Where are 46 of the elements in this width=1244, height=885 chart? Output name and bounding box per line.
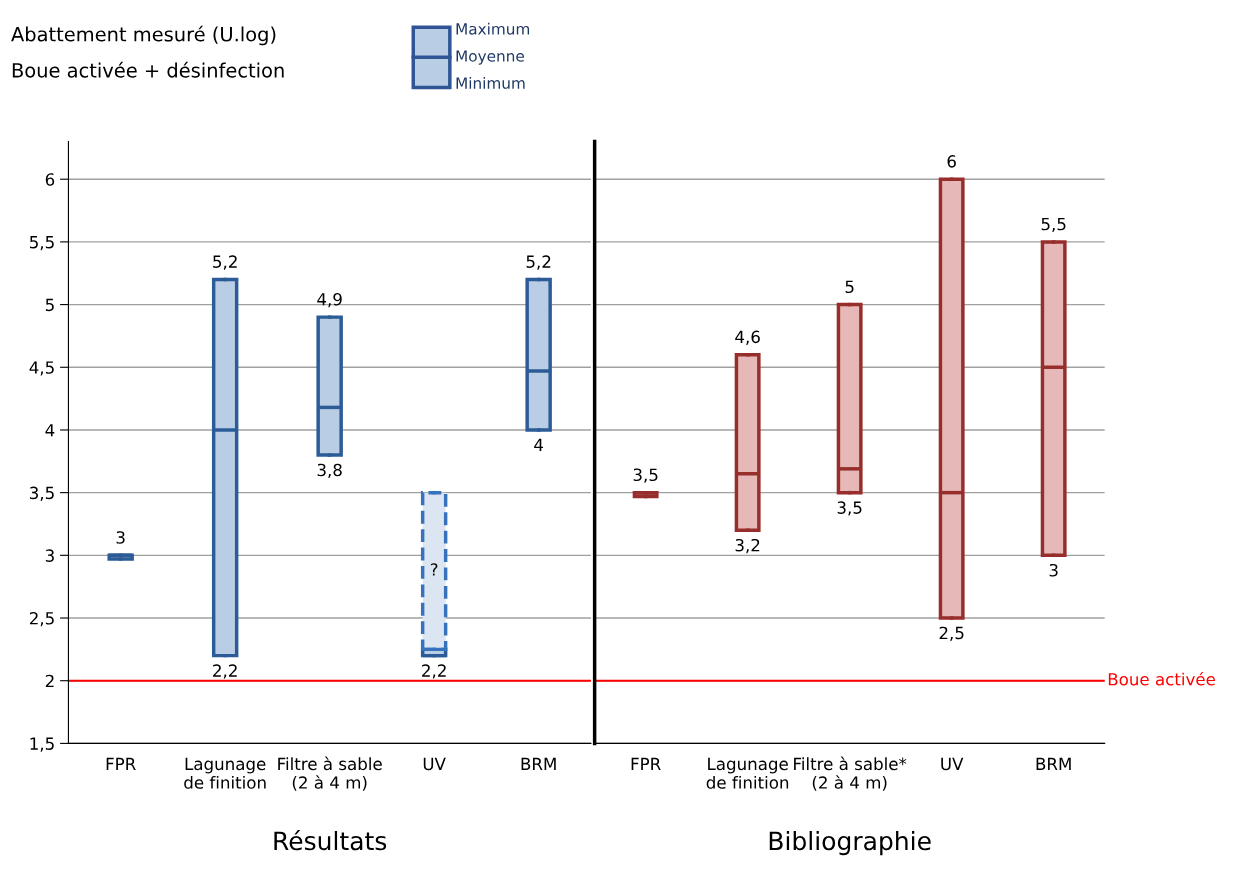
y-tick-label: 5 bbox=[45, 298, 54, 312]
x-tick-label: Filtre à sable (2 à 4 m) bbox=[278, 756, 382, 791]
text: Moyenne bbox=[456, 50, 524, 65]
annotation: 6 bbox=[947, 155, 956, 168]
annotation: 5 bbox=[845, 280, 854, 294]
x-tick-label: FPR bbox=[106, 757, 136, 770]
series-label: ? bbox=[430, 563, 438, 576]
annotation: 4 bbox=[534, 438, 544, 451]
annotation: 2,5 bbox=[939, 626, 964, 641]
x-tick-label: UV bbox=[423, 757, 446, 771]
y-tick-label: 5,5 bbox=[30, 236, 54, 251]
annotation: 2,2 bbox=[213, 664, 237, 679]
y-tick-label: 6 bbox=[45, 173, 55, 186]
x-tick-label: FPR bbox=[631, 757, 661, 770]
annotation: 3,5 bbox=[837, 501, 862, 516]
x-tick-label: Lagunage de finition bbox=[706, 757, 789, 789]
y-tick-label: 3,5 bbox=[29, 486, 54, 501]
annotation: 3,5 bbox=[633, 468, 658, 483]
y-tick-label: 3 bbox=[45, 549, 54, 562]
annotation: 2,2 bbox=[422, 664, 446, 679]
annotation: 3,8 bbox=[317, 463, 342, 478]
text: Minimum bbox=[456, 77, 525, 89]
x-tick-label: BRM bbox=[521, 757, 556, 770]
x-axis-title: Bibliographie bbox=[769, 830, 931, 856]
annotation: 4,6 bbox=[735, 330, 760, 345]
annotation: 5,5 bbox=[1041, 217, 1066, 233]
text: Maximum bbox=[456, 22, 530, 35]
x-tick-label: UV bbox=[941, 757, 964, 771]
y-tick-label: 2 bbox=[45, 674, 54, 688]
ref-line-label: Boue activée bbox=[1108, 671, 1215, 686]
annotation: 5,2 bbox=[213, 255, 237, 270]
annotation: 3 bbox=[1049, 563, 1058, 577]
y-tick-label: 2,5 bbox=[29, 611, 54, 627]
x-axis-title: Résultats bbox=[274, 829, 387, 851]
y-tick-label: 1,5 bbox=[30, 737, 54, 752]
annotation: 4,9 bbox=[317, 292, 342, 308]
x-tick-label: BRM bbox=[1036, 757, 1071, 770]
y-tick-label: 4 bbox=[45, 424, 55, 437]
y-tick-label: 4,5 bbox=[29, 361, 54, 376]
annotation: 3 bbox=[116, 531, 125, 544]
chart-title: Boue activée + désinfection bbox=[12, 61, 284, 78]
annotation: 3,2 bbox=[735, 538, 760, 554]
annotation: 5,2 bbox=[526, 255, 551, 270]
x-tick-label: Lagunage de finition bbox=[184, 757, 266, 789]
y-axis-title: Abattement mesuré (U.log) bbox=[11, 25, 276, 46]
x-tick-label: Filtre à sable* (2 à 4 m) bbox=[794, 756, 907, 791]
